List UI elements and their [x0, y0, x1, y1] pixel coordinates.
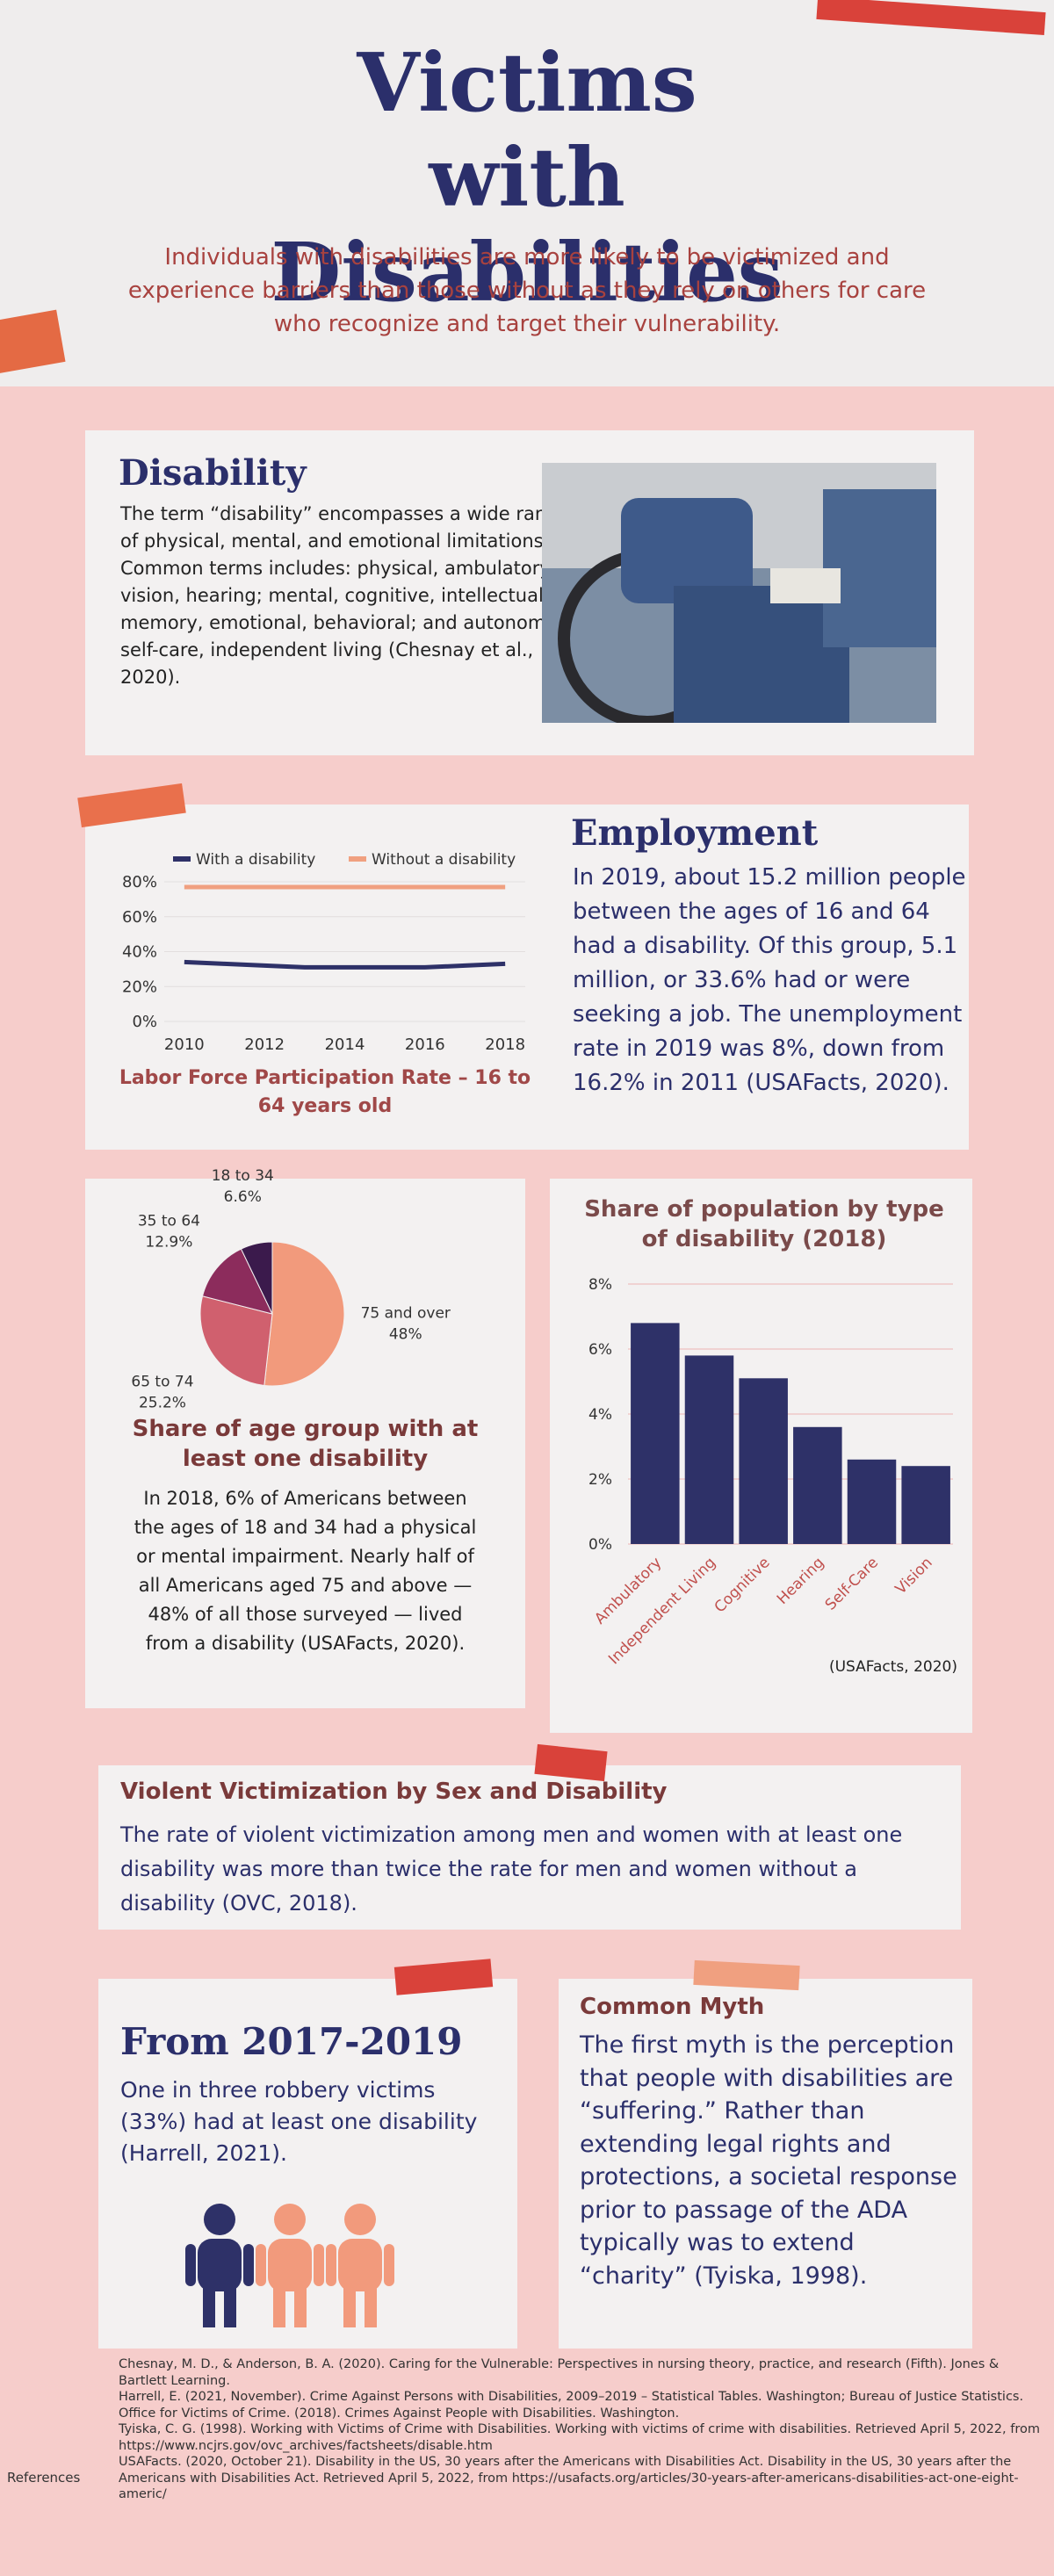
people-icons	[185, 2204, 394, 2327]
reference: Tyiska, C. G. (1998). Working with Victi…	[119, 2422, 1040, 2453]
references: Chesnay, M. D., & Anderson, B. A. (2020)…	[119, 2356, 1041, 2503]
x-tick-label: Self-Care	[822, 1554, 882, 1613]
x-tick-label: 2018	[485, 1035, 525, 1054]
line-chart: 0% 20% 40% 60% 80% 2010 2012 2014 2016 2018 With a…	[122, 851, 525, 1054]
x-tick-label: 2012	[244, 1035, 285, 1054]
paragraph: The rate of violent victimization among …	[120, 1822, 903, 1916]
bar	[793, 1426, 842, 1544]
reference: Chesnay, M. D., & Anderson, B. A. (2020)…	[119, 2357, 1000, 2388]
reference: USAFacts. (2020, October 21). Disability…	[119, 2455, 1019, 2501]
source: (USAFacts, 2020)	[828, 1658, 957, 1676]
y-tick-label: 80%	[122, 873, 157, 891]
slice-label: 75 and over	[361, 1304, 451, 1322]
paper	[770, 568, 841, 603]
person	[823, 489, 936, 647]
heading: Common Myth	[580, 1994, 765, 2020]
person	[621, 498, 753, 603]
reference: Harrell, E. (2021, November). Crime Agai…	[119, 2390, 1024, 2404]
paragraph: The term “disability” encompasses a wide…	[120, 503, 570, 688]
paragraph: The first myth is the perception that pe…	[580, 2031, 957, 2290]
slice-value: 6.6%	[224, 1188, 262, 1206]
paragraph: In 2018, 6% of Americans between the age…	[134, 1488, 477, 1654]
person-icon	[185, 2204, 254, 2327]
myth-card	[559, 1979, 972, 2349]
y-tick-label: 6%	[588, 1341, 612, 1359]
paragraph: One in three robbery victims (33%) had a…	[120, 2077, 478, 2166]
x-tick-label: 2014	[325, 1035, 365, 1054]
legend-label: With a disability	[196, 851, 315, 869]
person-icon	[326, 2204, 394, 2327]
y-tick-label: 8%	[588, 1276, 612, 1294]
y-tick-label: 20%	[122, 978, 157, 996]
reference: Office for Victims of Crime. (2018). Cri…	[119, 2406, 680, 2421]
bar	[631, 1323, 680, 1544]
person-icon	[256, 2204, 324, 2327]
heading: Violent Victimization by Sex and Disabil…	[120, 1779, 668, 1805]
subtitle: Individuals with disabilities are more l…	[127, 244, 927, 337]
pie-slice	[201, 1248, 273, 1315]
line-series	[184, 959, 506, 970]
pie-slice	[240, 1241, 273, 1315]
slice-label: 65 to 74	[131, 1373, 193, 1390]
slice-label: 18 to 34	[212, 1167, 274, 1185]
title-text: Victims with Disabilities	[271, 35, 783, 320]
legend-label: Without a disability	[372, 851, 516, 869]
title: Victims with Disabilities	[0, 35, 1054, 321]
chart-caption: Labor Force Participation Rate – 16 to 6…	[119, 1067, 531, 1117]
pie-chart: 75 and over 48% 65 to 74 25.2% 35 to 64 12.9%…	[131, 1167, 451, 1412]
bar	[684, 1355, 734, 1544]
header-band	[0, 0, 1054, 386]
x-tick-label: Independent Living	[605, 1554, 719, 1668]
bar	[847, 1459, 897, 1544]
slice-value: 48%	[389, 1325, 422, 1343]
y-tick-label: 4%	[588, 1406, 612, 1424]
y-tick-label: 2%	[588, 1471, 612, 1489]
bar	[901, 1466, 950, 1544]
heading: Employment	[571, 812, 819, 854]
y-tick-label: 0%	[588, 1536, 612, 1554]
chart-title: Share of population by type of disabilit…	[584, 1196, 944, 1252]
x-tick-label: 2016	[405, 1035, 445, 1054]
photo	[542, 463, 936, 723]
x-tick-label: Vision	[892, 1554, 936, 1598]
pie-slice	[199, 1295, 273, 1387]
x-tick-label: 2010	[164, 1035, 205, 1054]
y-tick-label: 60%	[122, 908, 157, 927]
heading: From 2017-2019	[120, 2020, 463, 2063]
paragraph: In 2019, about 15.2 million people betwe…	[573, 864, 966, 1096]
y-tick-label: 0%	[132, 1013, 157, 1031]
chart-title: Share of age group with at least one dis…	[132, 1416, 479, 1472]
violent-card	[98, 1765, 961, 1930]
jeans	[674, 586, 849, 723]
x-tick-label: Hearing	[774, 1554, 827, 1607]
slice-value: 12.9%	[145, 1234, 192, 1252]
bar	[739, 1378, 788, 1544]
heading: Disability	[119, 452, 307, 494]
slice-label: 35 to 64	[138, 1213, 200, 1230]
slice-value: 25.2%	[139, 1394, 186, 1411]
employment-card	[85, 805, 969, 1150]
pie-slice	[264, 1241, 345, 1387]
x-tick-label: Cognitive	[711, 1554, 774, 1616]
y-tick-label: 40%	[122, 943, 157, 962]
references-label: References	[7, 2470, 81, 2486]
